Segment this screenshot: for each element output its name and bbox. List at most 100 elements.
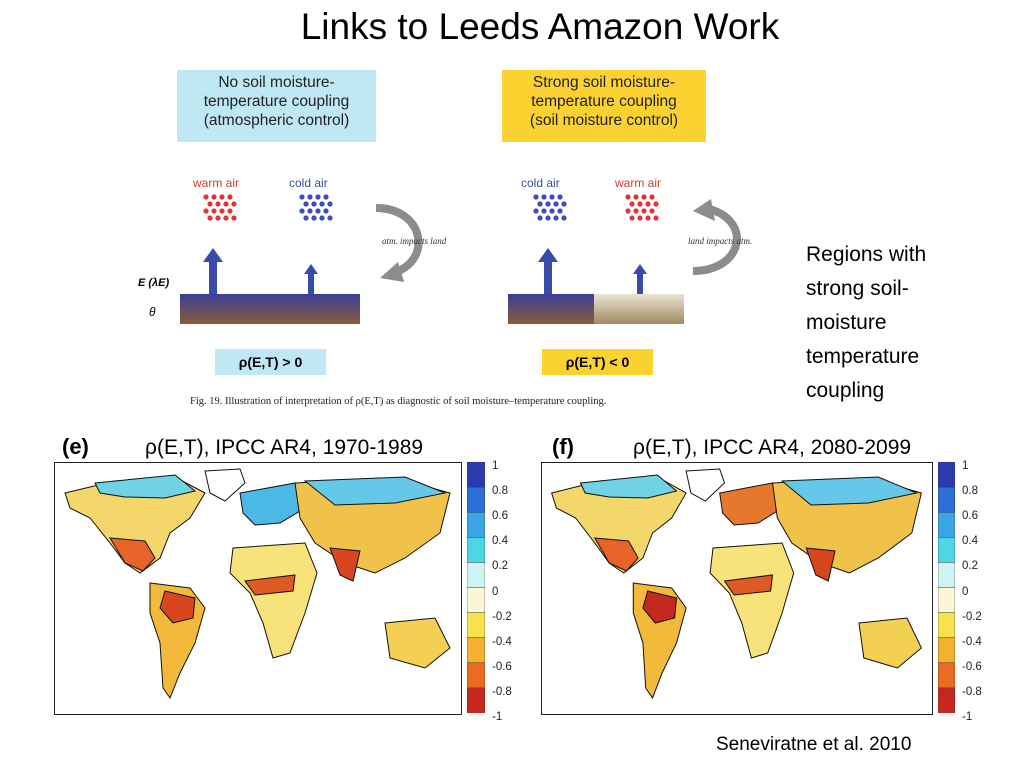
colorbar-tick-label: -0.4 <box>492 635 512 648</box>
warm-air-dots-right <box>625 194 659 221</box>
map-north-america-south <box>593 537 639 572</box>
left-flux-diagram <box>180 248 360 324</box>
map-europe <box>719 482 783 526</box>
colorbar-ticks-f: 1 0.8 0.6 0.4 0.2 0 -0.2 -0.4 -0.6 -0.8 -1 <box>962 458 1002 723</box>
colorbar-tick-label: 0.4 <box>492 535 508 548</box>
map-australia <box>384 617 451 669</box>
map-north-america-south <box>109 537 156 572</box>
wet-soil-layer <box>508 294 594 324</box>
atmospheric-control-label: No soil moisture- temperature coupling (… <box>203 74 350 129</box>
map-siberia <box>303 476 447 506</box>
panel-title-e: ρ(E,T), IPCC AR4, 1970-1989 <box>145 436 424 459</box>
map-sahel-red <box>244 574 296 596</box>
evaporation-label: E (λE) <box>138 277 170 289</box>
atm-impacts-land-label: atm. impacts land <box>382 236 447 246</box>
rho-positive-label: ρ(E,T) > 0 <box>215 349 326 375</box>
warm-air-label-left: warm air <box>193 176 240 190</box>
soil-moisture-control-label: Strong soil moisture- temperature coupli… <box>529 74 679 129</box>
colorbar-tick-label: -0.2 <box>962 610 982 623</box>
warm-air-dots-left <box>203 194 237 221</box>
colorbar-tick-label: 1 <box>492 460 499 472</box>
warm-air-label-right: warm air <box>615 176 662 190</box>
cold-air-label-left: cold air <box>289 176 328 190</box>
map-india <box>329 547 361 582</box>
colorbar-segment <box>466 461 486 488</box>
colorbar-segment <box>466 562 486 589</box>
large-flux-arrow-right <box>538 248 558 294</box>
colorbar-tick-label: -0.8 <box>962 685 982 698</box>
map-siberia <box>780 476 919 506</box>
map-sahel-red <box>723 574 774 596</box>
map-australia <box>858 617 923 669</box>
colorbar-segment <box>937 562 956 589</box>
land-to-atm-arrow <box>692 199 741 275</box>
atm-to-land-arrow <box>375 204 423 282</box>
colorbar-tick-label: 0.6 <box>962 510 978 523</box>
colorbar-segment <box>937 612 956 639</box>
colorbar-tick-label: 0.2 <box>492 560 508 573</box>
map-india <box>805 547 836 582</box>
colorbar-segment <box>937 687 956 714</box>
colorbar-segment <box>466 662 486 689</box>
colorbar-tick-label: -0.6 <box>962 660 982 673</box>
colorbar-tick-label: -0.4 <box>962 635 982 648</box>
colorbar-tick-label: 0.4 <box>962 535 978 548</box>
small-flux-arrow <box>304 264 318 294</box>
colorbar-tick-label: 0.8 <box>492 485 508 498</box>
colorbar-tick-label: -0.8 <box>492 685 512 698</box>
atmospheric-control-box: No soil moisture- temperature coupling (… <box>177 70 376 142</box>
soil-moisture-control-box: Strong soil moisture- temperature coupli… <box>502 70 706 142</box>
large-flux-arrow <box>203 248 223 294</box>
colorbar-segment <box>937 461 956 488</box>
map-2080-2099 <box>541 462 933 715</box>
colorbar-segment <box>466 587 486 614</box>
colorbar-segment <box>466 486 486 513</box>
map-amazon-red <box>642 590 678 624</box>
cold-air-dots-left <box>299 194 333 221</box>
right-flux-diagram <box>508 248 684 324</box>
cold-air-label-right: cold air <box>521 176 560 190</box>
small-flux-arrow-right <box>633 264 647 294</box>
panel-title-f: ρ(E,T), IPCC AR4, 2080-2099 <box>633 436 912 459</box>
citation: Seneviratne et al. 2010 <box>716 734 912 755</box>
map-1970-1989 <box>54 462 462 715</box>
slide-title: Links to Leeds Amazon Work <box>300 6 780 47</box>
colorbar-segment <box>466 637 486 664</box>
dry-soil-layer <box>594 294 684 324</box>
soil-layer-left <box>180 294 360 324</box>
map-africa <box>229 542 318 659</box>
colorbar-f <box>937 461 956 714</box>
panel-letter-e: (e) <box>62 434 89 459</box>
colorbar-segment <box>937 486 956 513</box>
colorbar-ticks-e: 1 0.8 0.6 0.4 0.2 0 -0.2 -0.4 -0.6 -0.8 -1 <box>492 458 532 723</box>
map-canada <box>579 474 678 499</box>
colorbar-tick-label: 1 <box>962 460 969 472</box>
side-note: Regions with strong soil-moisture temper… <box>806 243 927 402</box>
colorbar-tick-label: 0.2 <box>962 560 978 573</box>
colorbar-segment <box>466 612 486 639</box>
colorbar-tick-label: -1 <box>962 711 973 723</box>
colorbar-segment <box>466 687 486 714</box>
land-impacts-atm-label: land impacts atm. <box>688 236 753 246</box>
map-africa <box>709 542 795 659</box>
map-amazon-red <box>159 590 196 624</box>
figure-caption: Fig. 19. Illustration of interpretation … <box>190 396 607 407</box>
map-greenland <box>685 468 726 502</box>
colorbar-e <box>466 461 486 714</box>
colorbar-tick-label: 0.6 <box>492 510 508 523</box>
colorbar-tick-label: 0.8 <box>962 485 978 498</box>
colorbar-tick-label: -0.2 <box>492 610 512 623</box>
colorbar-segment <box>466 511 486 539</box>
colorbar-segment <box>937 587 956 614</box>
rho-negative-label: ρ(E,T) < 0 <box>542 349 653 375</box>
map-canada <box>94 474 197 499</box>
colorbar-segment <box>937 537 956 564</box>
colorbar-tick-label: 0 <box>492 585 499 598</box>
colorbar-segment <box>466 537 486 564</box>
map-europe <box>239 482 306 526</box>
colorbar-tick-label: -1 <box>492 711 503 723</box>
panel-letter-f: (f) <box>552 434 574 459</box>
colorbar-segment <box>937 662 956 689</box>
colorbar-tick-label: 0 <box>962 585 969 598</box>
map-greenland <box>204 468 246 502</box>
